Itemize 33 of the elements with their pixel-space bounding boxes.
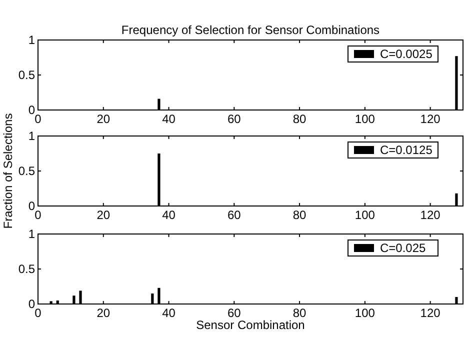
x-tick-label: 40	[162, 112, 176, 126]
x-tick-label: 100	[354, 306, 376, 320]
x-tick-label: 120	[420, 306, 441, 320]
y-tick-label: 0.5	[18, 68, 36, 82]
y-tick-label: 1	[28, 129, 36, 143]
x-tick-label: 20	[96, 208, 110, 222]
y-tick-label: 1	[28, 227, 36, 241]
x-tick-label: 100	[354, 112, 376, 126]
x-tick-label: 80	[292, 112, 307, 126]
x-tick-label: 80	[292, 208, 307, 222]
y-tick-label: 1	[28, 33, 36, 47]
x-tick-label: 120	[420, 208, 441, 222]
legend-label: C=0.025	[380, 241, 426, 255]
y-axis-title: Fraction of Selections	[1, 113, 15, 229]
x-tick-label: 60	[227, 306, 242, 320]
chart-title: Frequency of Selection for Sensor Combinations	[121, 23, 380, 37]
x-tick-label: 20	[96, 112, 110, 126]
x-tick-label: 60	[227, 208, 242, 222]
x-tick-label: 60	[227, 112, 242, 126]
y-tick-label: 0.5	[18, 262, 36, 276]
legend-label: C=0.0125	[380, 143, 433, 157]
x-tick-label: 40	[162, 208, 176, 222]
x-tick-label: 120	[420, 112, 441, 126]
legend-label: C=0.0025	[380, 47, 433, 61]
y-tick-label: 0.5	[18, 164, 36, 178]
y-tick-label: 0	[28, 199, 36, 213]
x-tick-label: 100	[354, 208, 376, 222]
x-tick-label: 40	[162, 306, 176, 320]
y-tick-label: 0	[28, 103, 36, 117]
y-tick-label: 0	[28, 297, 36, 311]
x-tick-label: 20	[96, 306, 110, 320]
x-tick-label: 80	[292, 306, 307, 320]
x-axis-title: Sensor Combination	[196, 318, 305, 332]
